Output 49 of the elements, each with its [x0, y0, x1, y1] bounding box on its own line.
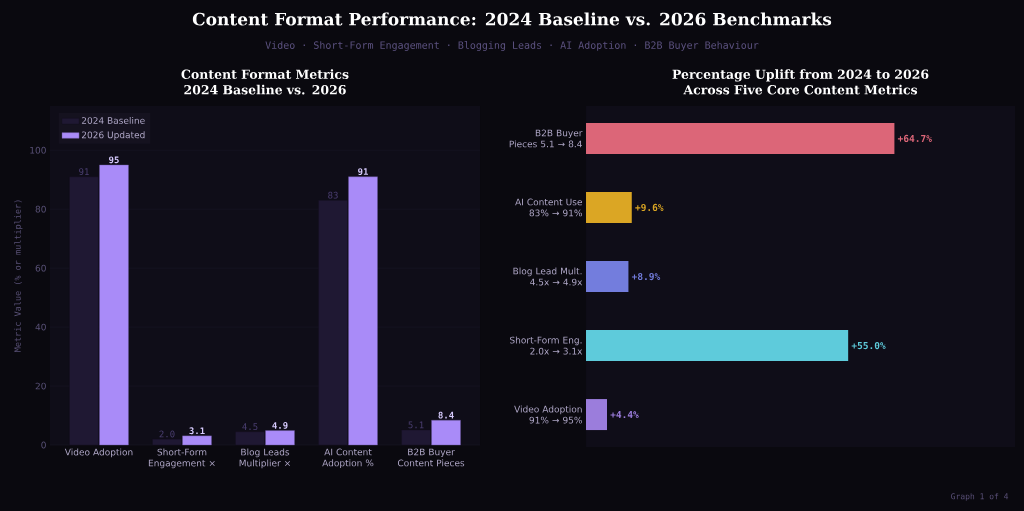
data-label: 5.1 [408, 421, 424, 429]
data-label: +9.6% [635, 203, 664, 212]
y-tick-label: 60 [35, 264, 46, 272]
chart-title: Content Format Metrics 2024 Baseline vs. 2026 [181, 69, 349, 95]
y-tick-label: B2B Buyer Pieces 5.1 → 8.4 [509, 129, 583, 148]
data-label: 95 [109, 156, 119, 164]
bar [265, 430, 295, 446]
x-tick-label: Blog Leads Multiplier × [239, 448, 291, 469]
bar [586, 191, 632, 223]
bar [586, 330, 849, 362]
y-tick-label: 20 [35, 382, 46, 390]
bar [431, 420, 461, 446]
data-label: +55.0% [851, 341, 886, 350]
y-tick-label: AI Content Use 83% → 91% [515, 198, 582, 217]
bar [99, 164, 129, 446]
caption: Graph 1 of 4 [951, 493, 1009, 501]
y-tick-label: 100 [30, 146, 46, 154]
x-tick-label: Video Adoption [64, 448, 133, 458]
text: Content Format Performance: 2024 Baseline vs. 2026 Benchmarks [192, 12, 832, 26]
bar [182, 435, 212, 446]
data-label: 91 [79, 168, 89, 176]
data-label: +8.9% [631, 272, 661, 281]
bar [348, 176, 378, 446]
text: Video · Short-Form Engagement · Blogging Leads · AI Adoption · B2B Buyer Behaviour [265, 41, 759, 51]
bar [586, 399, 607, 431]
x-tick-label: AI Content Adoption % [322, 448, 374, 469]
y-tick-label: Short-Form Eng. 2.0x → 3.1x [510, 336, 583, 355]
data-label: 8.4 [438, 411, 454, 419]
bar [586, 261, 629, 292]
legend-label: 2026 Updated [81, 131, 145, 141]
data-label: 91 [358, 168, 369, 176]
x-tick-label: B2B Buyer Content Pieces [397, 448, 465, 467]
y-tick-label: Video Adoption 91% → 95% [514, 405, 582, 424]
data-label: +4.4% [610, 411, 639, 419]
data-label: 3.1 [189, 427, 205, 435]
bar [586, 122, 895, 154]
y-tick-label: 80 [35, 205, 46, 213]
legend-label: 2024 Baseline [81, 116, 145, 124]
y-tick-label: 0 [41, 441, 46, 449]
x-tick-label: Short-Form Engagement × [148, 448, 215, 469]
data-label: 4.9 [272, 422, 288, 429]
y-axis-title: Metric Value (% or multiplier) [14, 200, 23, 352]
y-tick-label: Blog Lead Mult. 4.5x → 4.9x [513, 267, 583, 286]
data-label: 2.0 [159, 430, 175, 438]
data-label: +64.7% [897, 134, 932, 143]
chart-title: Percentage Uplift from 2024 to 2026 Across Five Core Content Metrics [672, 69, 929, 95]
data-label: 4.5 [242, 423, 258, 431]
y-tick-label: 40 [35, 323, 46, 331]
data-label: 83 [328, 191, 338, 199]
